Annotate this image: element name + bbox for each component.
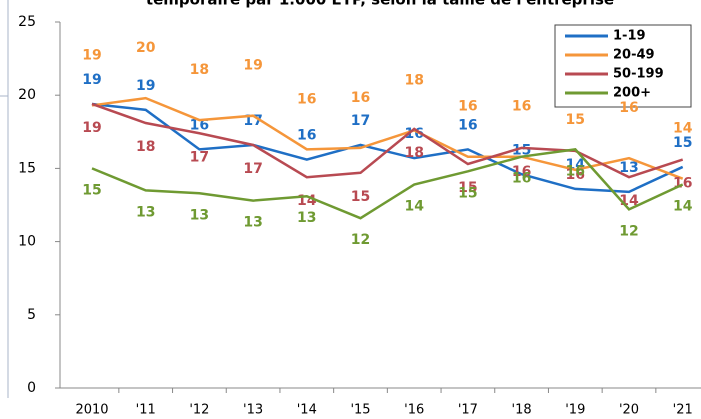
- data-label: 14: [673, 121, 693, 137]
- series-line: [91, 148, 684, 220]
- data-label: 15: [566, 112, 585, 128]
- x-tick-label: 2010: [75, 403, 108, 418]
- data-label: 18: [404, 145, 423, 161]
- data-label: 15: [673, 135, 692, 151]
- chart-title: temporaire par 1.000 ETP, selon la taill…: [146, 0, 614, 9]
- y-tick-label: 10: [18, 234, 36, 250]
- data-label: 13: [190, 207, 209, 223]
- x-tick-label: '15: [350, 403, 370, 418]
- data-label: 15: [82, 182, 101, 198]
- y-tick-label: 15: [18, 160, 36, 176]
- data-label: 18: [136, 139, 155, 155]
- data-label: 16: [512, 164, 531, 180]
- data-label: 13: [243, 215, 262, 231]
- legend-label: 20-49: [613, 48, 655, 63]
- data-label: 17: [190, 149, 209, 165]
- data-label: 16: [351, 90, 370, 106]
- data-label: 19: [82, 120, 101, 136]
- data-label: 16: [458, 99, 477, 115]
- x-tick-label: '19: [565, 403, 585, 418]
- legend-label: 200+: [613, 86, 651, 101]
- x-tick-label: '11: [136, 403, 156, 418]
- x-tick-label: '16: [404, 403, 424, 418]
- data-label: 15: [458, 180, 477, 196]
- data-label: 16: [297, 128, 316, 144]
- data-label: 19: [243, 58, 262, 74]
- data-label: 14: [404, 199, 424, 215]
- y-tick-label: 25: [18, 14, 36, 30]
- x-tick-label: '12: [189, 403, 209, 418]
- x-tick-label: '13: [243, 403, 263, 418]
- data-label: 15: [512, 142, 531, 158]
- data-label: 17: [351, 113, 370, 129]
- data-label: 16: [297, 91, 316, 107]
- x-tick-label: '21: [673, 403, 693, 418]
- data-label: 14: [673, 199, 693, 215]
- series-line: [91, 96, 684, 180]
- data-label: 16: [404, 126, 423, 142]
- data-label: 16: [458, 117, 477, 133]
- data-label: 16: [512, 171, 531, 187]
- legend-label: 50-199: [613, 67, 664, 82]
- y-tick-label: 20: [18, 87, 36, 103]
- data-label: 16: [566, 163, 585, 179]
- data-label: 15: [458, 185, 477, 201]
- data-label: 13: [297, 210, 316, 226]
- x-tick-label: '14: [297, 403, 317, 418]
- data-label: 16: [566, 167, 585, 183]
- data-label: 19: [136, 78, 155, 94]
- data-label: 18: [404, 72, 423, 88]
- data-label: 20: [136, 40, 156, 56]
- data-label: 13: [136, 204, 155, 220]
- data-label: 15: [351, 189, 370, 205]
- legend-label: 1-19: [613, 29, 646, 44]
- data-label: 19: [82, 47, 101, 63]
- y-tick-label: 5: [27, 307, 36, 323]
- series-line: [91, 102, 684, 179]
- data-label: 16: [512, 99, 531, 115]
- data-label: 13: [619, 160, 638, 176]
- data-label: 18: [190, 62, 209, 78]
- data-label: 16: [619, 100, 638, 116]
- x-tick-label: '17: [458, 403, 478, 418]
- data-label: 19: [82, 72, 101, 88]
- data-label: 16: [190, 117, 209, 133]
- data-label: 12: [351, 232, 370, 248]
- data-label: 17: [243, 161, 262, 177]
- data-label: 12: [619, 223, 638, 239]
- x-tick-label: '20: [619, 403, 639, 418]
- y-tick-label: 0: [27, 380, 36, 396]
- x-tick-label: '18: [512, 403, 532, 418]
- data-label: 16: [673, 176, 692, 192]
